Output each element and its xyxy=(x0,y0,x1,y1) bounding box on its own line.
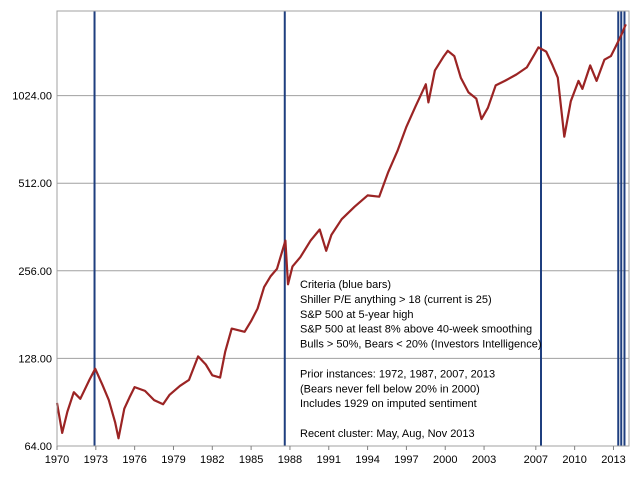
annotation-line: S&P 500 at least 8% above 40-week smooth… xyxy=(300,324,532,336)
x-tick-label: 2013 xyxy=(601,454,625,466)
y-tick-label: 64.00 xyxy=(24,441,52,453)
y-tick-label: 512.00 xyxy=(18,178,52,190)
annotation-line: Shiller P/E anything > 18 (current is 25… xyxy=(300,294,492,306)
plot-border xyxy=(56,10,630,447)
x-tick-label: 2007 xyxy=(524,454,548,466)
annotation-line: Criteria (blue bars) xyxy=(300,279,391,291)
annotation-line: (Bears never fell below 20% in 2000) xyxy=(300,383,480,395)
x-tick-label: 1979 xyxy=(161,454,185,466)
x-tick-label: 1988 xyxy=(278,454,302,466)
x-tick-label: 1991 xyxy=(317,454,341,466)
annotation-text-block: Criteria (blue bars) Shiller P/E anything… xyxy=(300,279,542,440)
x-tick-label: 1973 xyxy=(84,454,108,466)
x-tick-label: 1985 xyxy=(239,454,263,466)
annotation-line: Prior instances: 1972, 1987, 2007, 2013 xyxy=(300,368,495,380)
x-tick-label: 2003 xyxy=(472,454,496,466)
annotation-bars-layer xyxy=(93,11,626,446)
y-tick-labels: 64.00 128.00 256.00 512.00 1024.00 xyxy=(12,91,52,453)
x-tick-label: 1976 xyxy=(122,454,146,466)
annotation-line: S&P 500 at 5-year high xyxy=(300,309,414,321)
y-tick-label: 128.00 xyxy=(18,353,52,365)
series-layer xyxy=(55,23,627,440)
plot-background xyxy=(57,11,629,446)
x-tick-label: 1997 xyxy=(394,454,418,466)
x-tick-label: 1970 xyxy=(45,454,69,466)
annotation-line: Recent cluster: May, Aug, Nov 2013 xyxy=(300,428,475,440)
annotation-line: Includes 1929 on imputed sentiment xyxy=(300,398,477,410)
series-line xyxy=(55,23,627,440)
y-tick-label: 256.00 xyxy=(18,266,52,278)
x-tick-label: 2010 xyxy=(562,454,586,466)
y-tick-label: 1024.00 xyxy=(12,91,52,103)
x-tick-label: 1994 xyxy=(355,454,379,466)
x-tick-label: 1982 xyxy=(200,454,224,466)
x-tick-labels: 1970 1973 1976 1979 1982 1985 1988 1991 1994 1997… xyxy=(45,446,626,466)
x-tick-label: 2000 xyxy=(433,454,457,466)
annotation-line: Bulls > 50%, Bears < 20% (Investors Inte… xyxy=(300,339,542,351)
